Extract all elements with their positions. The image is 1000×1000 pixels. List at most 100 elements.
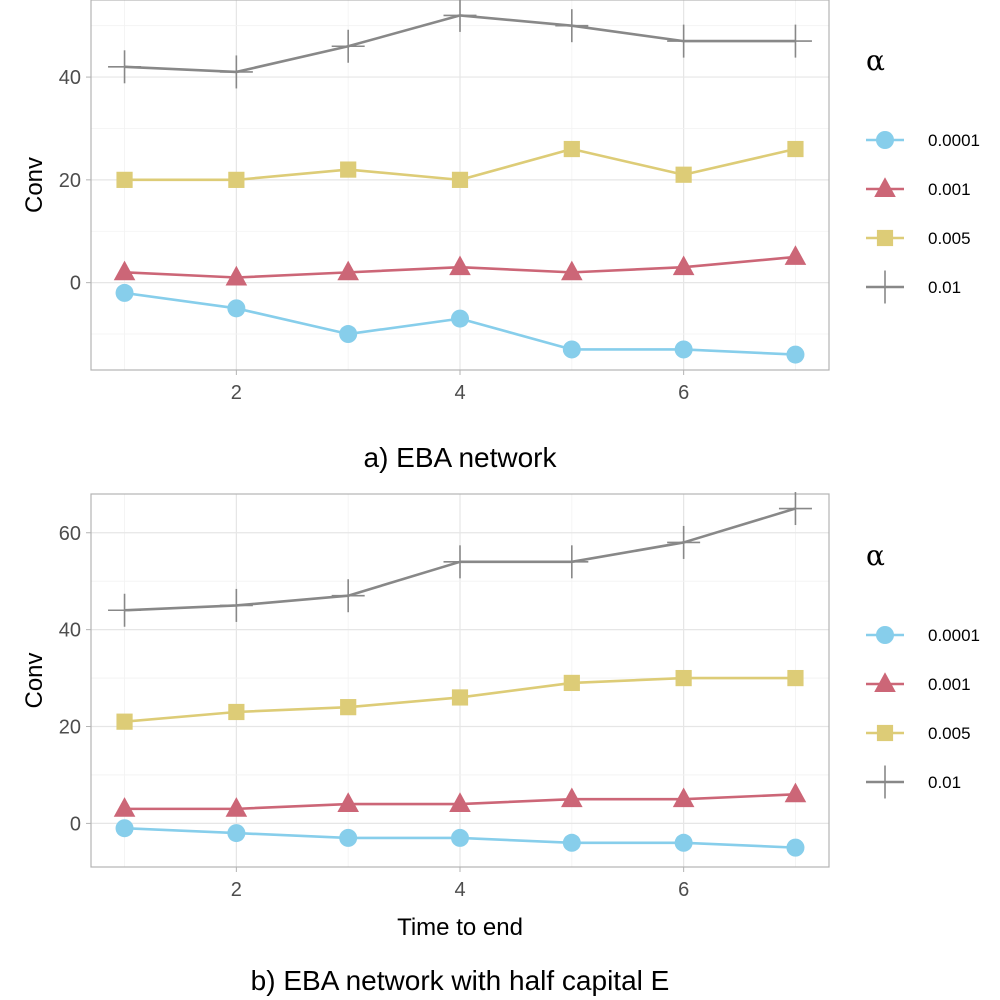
panel-caption: a) EBA network: [364, 442, 558, 473]
legend-label: 0.01: [928, 773, 961, 792]
y-tick-label: 0: [70, 813, 81, 835]
data-point: [331, 29, 365, 63]
data-point: [667, 24, 701, 58]
data-point: [340, 161, 357, 178]
data-point: [219, 55, 253, 89]
legend-marker: [868, 270, 902, 304]
legend-label: 0.0001: [928, 131, 980, 150]
data-point: [555, 545, 589, 579]
legend-item: 0.001: [866, 177, 971, 199]
data-point: [675, 669, 692, 687]
data-point: [451, 828, 469, 847]
data-point: [786, 838, 805, 857]
data-point: [451, 309, 469, 328]
data-point: [449, 792, 471, 812]
data-point: [562, 833, 581, 852]
data-point: [784, 782, 807, 803]
data-point: [339, 828, 358, 847]
legend: α 0.0001 0.001 0.005 0.01: [866, 539, 980, 799]
legend-label: 0.005: [928, 229, 971, 248]
data-point: [113, 797, 136, 817]
legend-marker: [868, 765, 902, 799]
data-point: [443, 0, 477, 32]
legend-item: 0.0001: [866, 131, 980, 150]
legend-label: 0.01: [928, 278, 961, 297]
data-point: [339, 325, 358, 344]
legend-label: 0.005: [928, 724, 971, 743]
data-point: [225, 265, 248, 286]
data-point: [225, 797, 248, 817]
data-point: [451, 171, 469, 188]
legend-item: 0.01: [866, 270, 961, 304]
data-point: [667, 525, 701, 559]
data-point: [228, 171, 245, 188]
y-tick-label: 40: [59, 620, 81, 642]
data-point: [778, 492, 812, 526]
legend-marker: [876, 229, 894, 247]
data-point: [672, 787, 695, 808]
series-0.001: [113, 782, 807, 817]
x-tick-label: 2: [231, 382, 242, 404]
legend-label: 0.001: [928, 180, 971, 199]
series-0.001: [113, 245, 807, 286]
data-point: [116, 171, 133, 188]
legend-item: 0.005: [866, 724, 971, 743]
data-point: [787, 140, 804, 158]
panel-a: 2 4 6 0 20 40 Conv α 0.0001 0.001 0.005 0.01 a) EBA …: [21, 0, 980, 473]
data-point: [228, 703, 245, 721]
data-point: [337, 792, 359, 812]
legend-marker: [876, 626, 894, 644]
data-point: [227, 824, 246, 843]
x-tick-label: 6: [678, 879, 689, 901]
y-tick-label: 20: [59, 170, 81, 192]
data-point: [443, 545, 477, 579]
data-point: [555, 9, 589, 43]
series-0.0001: [115, 283, 805, 364]
legend-label: 0.001: [928, 675, 971, 694]
x-axis-label: Time to end: [397, 914, 523, 941]
series-0.01: [108, 0, 812, 89]
data-point: [227, 299, 246, 318]
data-point: [561, 260, 583, 281]
data-point: [115, 283, 134, 302]
data-point: [219, 588, 253, 622]
data-point: [113, 260, 136, 281]
data-point: [331, 579, 365, 613]
data-point: [563, 140, 580, 158]
data-point: [562, 340, 581, 359]
legend-item: 0.005: [866, 229, 971, 248]
series-0.01: [108, 492, 812, 627]
legend-label: 0.0001: [928, 626, 980, 645]
y-axis-label: Conv: [21, 157, 48, 213]
y-axis-label: Conv: [21, 652, 48, 708]
series-0.005: [116, 140, 804, 188]
x-tick-label: 2: [231, 879, 242, 901]
legend-marker: [874, 672, 896, 692]
legend-marker: [876, 131, 894, 149]
data-point: [672, 255, 695, 276]
data-point: [451, 689, 469, 706]
x-tick-label: 4: [454, 879, 465, 901]
data-point: [108, 50, 142, 84]
y-tick-label: 20: [59, 717, 81, 739]
legend-title: α: [866, 44, 885, 77]
legend: α 0.0001 0.001 0.005 0.01: [866, 44, 980, 304]
data-point: [340, 699, 357, 716]
data-point: [787, 669, 804, 687]
data-point: [115, 819, 134, 838]
y-tick-label: 0: [70, 273, 81, 295]
y-tick-label: 40: [59, 67, 81, 89]
grid: [91, 494, 829, 867]
legend-title: α: [866, 539, 885, 572]
legend-item: 0.001: [866, 672, 971, 694]
series-0.005: [116, 669, 804, 730]
data-point: [674, 833, 693, 852]
data-point: [784, 245, 807, 265]
series-0.0001: [115, 819, 805, 857]
data-point: [449, 255, 471, 276]
legend-marker: [876, 724, 894, 742]
y-tick-label: 60: [59, 523, 81, 545]
data-point: [116, 713, 133, 730]
data-point: [675, 166, 692, 183]
